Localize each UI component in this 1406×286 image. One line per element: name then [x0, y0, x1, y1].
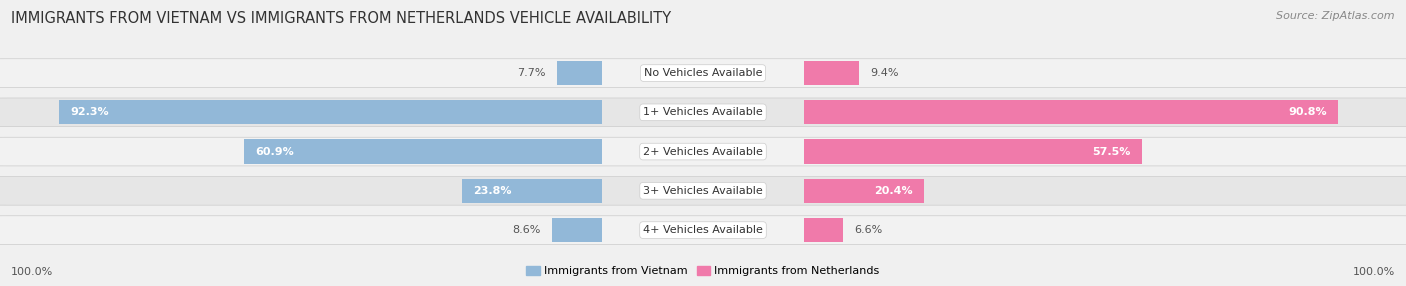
FancyBboxPatch shape [0, 59, 1406, 88]
Text: 2+ Vehicles Available: 2+ Vehicles Available [643, 147, 763, 156]
Text: 8.6%: 8.6% [512, 225, 540, 235]
Bar [463, 179, 602, 203]
FancyBboxPatch shape [0, 176, 1406, 205]
Text: Source: ZipAtlas.com: Source: ZipAtlas.com [1277, 11, 1395, 21]
Text: 90.8%: 90.8% [1288, 107, 1327, 117]
Text: IMMIGRANTS FROM VIETNAM VS IMMIGRANTS FROM NETHERLANDS VEHICLE AVAILABILITY: IMMIGRANTS FROM VIETNAM VS IMMIGRANTS FR… [11, 11, 672, 26]
Bar [804, 179, 924, 203]
Legend: Immigrants from Vietnam, Immigrants from Netherlands: Immigrants from Vietnam, Immigrants from… [522, 261, 884, 281]
Text: 3+ Vehicles Available: 3+ Vehicles Available [643, 186, 763, 196]
Bar [59, 100, 602, 124]
Text: 4+ Vehicles Available: 4+ Vehicles Available [643, 225, 763, 235]
Text: 6.6%: 6.6% [853, 225, 882, 235]
Text: 7.7%: 7.7% [517, 68, 546, 78]
Bar [804, 139, 1142, 164]
Bar [804, 218, 842, 242]
Text: 9.4%: 9.4% [870, 68, 898, 78]
Text: 57.5%: 57.5% [1092, 147, 1130, 156]
Text: No Vehicles Available: No Vehicles Available [644, 68, 762, 78]
Text: 1+ Vehicles Available: 1+ Vehicles Available [643, 107, 763, 117]
Text: 20.4%: 20.4% [875, 186, 912, 196]
Bar [551, 218, 602, 242]
FancyBboxPatch shape [0, 216, 1406, 245]
FancyBboxPatch shape [0, 98, 1406, 127]
Bar [804, 100, 1339, 124]
Text: 100.0%: 100.0% [11, 267, 53, 277]
Text: 100.0%: 100.0% [1353, 267, 1395, 277]
Bar [243, 139, 602, 164]
Bar [804, 61, 859, 85]
Text: 23.8%: 23.8% [474, 186, 512, 196]
FancyBboxPatch shape [0, 137, 1406, 166]
Text: 92.3%: 92.3% [70, 107, 110, 117]
Text: 60.9%: 60.9% [254, 147, 294, 156]
Bar [557, 61, 602, 85]
